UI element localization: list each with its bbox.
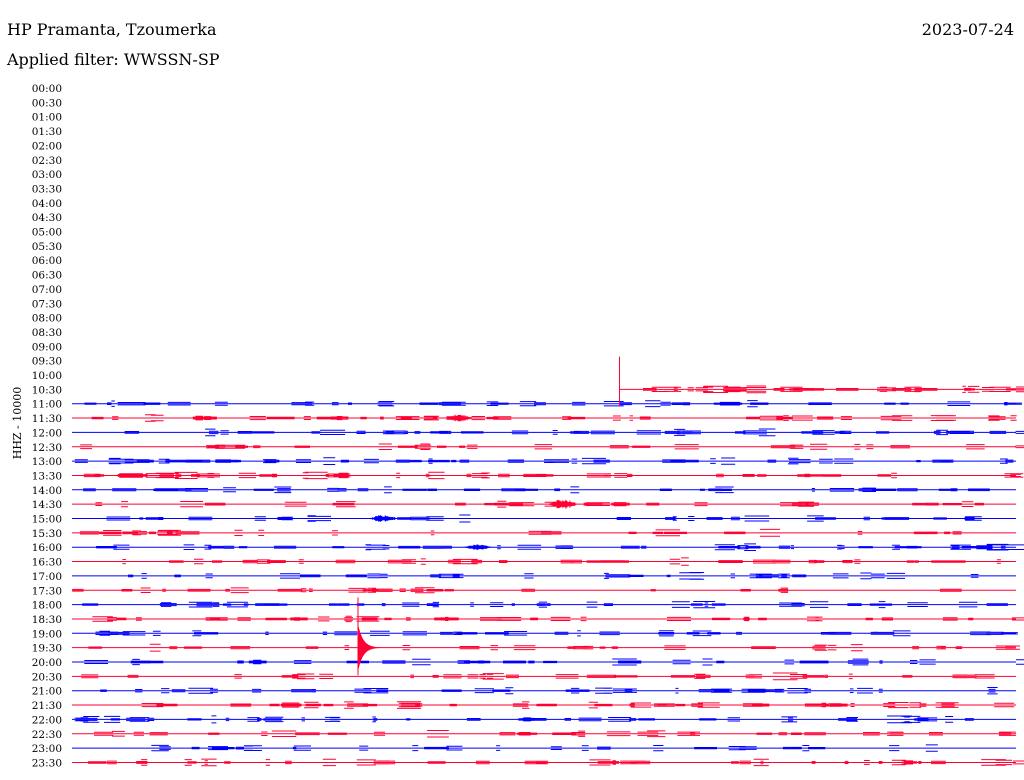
time-tick-1730: 17:30 — [32, 585, 62, 597]
time-tick-2300: 23:00 — [32, 743, 62, 755]
time-tick-0700: 07:00 — [32, 284, 62, 296]
event-earthquake-1 — [357, 597, 388, 676]
trace-noise-1330 — [83, 471, 1024, 480]
time-tick-1400: 14:00 — [32, 485, 62, 497]
time-tick-2030: 20:30 — [32, 671, 62, 683]
trace-noise-2300 — [151, 744, 938, 752]
trace-noise-2230 — [94, 730, 1016, 738]
trace-noise-1200 — [124, 428, 1024, 437]
event-burst-4 — [444, 414, 474, 422]
time-tick-1030: 10:30 — [32, 384, 62, 396]
trace-noise-1130 — [91, 414, 1017, 422]
trace-noise-1430 — [95, 500, 985, 508]
trace-noise-1730 — [72, 587, 962, 594]
time-tick-0500: 05:00 — [32, 227, 62, 239]
time-tick-1800: 18:00 — [32, 600, 62, 612]
time-tick-2000: 20:00 — [32, 657, 62, 669]
time-tick-0900: 09:00 — [32, 341, 62, 353]
trace-noise-1600 — [96, 543, 1024, 551]
trace-noise-1800 — [82, 601, 1008, 609]
time-tick-1500: 15:00 — [32, 514, 62, 526]
filter-label: Applied filter: WWSSN-SP — [7, 50, 220, 69]
time-tick-1230: 12:30 — [32, 442, 62, 454]
time-tick-1600: 16:00 — [32, 542, 62, 554]
trace-noise-2130 — [141, 701, 1015, 709]
trace-noise-1030 — [643, 385, 1024, 394]
time-tick-0000: 00:00 — [32, 83, 62, 95]
time-tick-1200: 12:00 — [32, 427, 62, 439]
station-title: HP Pramanta, Tzoumerka — [7, 20, 217, 39]
time-tick-0030: 00:30 — [32, 97, 62, 109]
trace-noise-1230 — [80, 443, 1024, 450]
time-tick-0530: 05:30 — [32, 241, 62, 253]
time-tick-1930: 19:30 — [32, 643, 62, 655]
time-tick-0600: 06:00 — [32, 255, 62, 267]
time-tick-2200: 22:00 — [32, 714, 62, 726]
trace-noise-1530 — [79, 528, 962, 537]
time-tick-1000: 10:00 — [32, 370, 62, 382]
trace-noise-2330 — [88, 758, 1024, 767]
time-tick-0100: 01:00 — [32, 112, 62, 124]
time-tick-1430: 14:30 — [32, 499, 62, 511]
time-tick-0300: 03:00 — [32, 169, 62, 181]
time-tick-1900: 19:00 — [32, 628, 62, 640]
trace-noise-1900 — [95, 630, 1018, 637]
trace-noise-1830 — [92, 615, 1024, 623]
time-tick-0330: 03:30 — [32, 183, 62, 195]
time-tick-0430: 04:30 — [32, 212, 62, 224]
event-burst-2 — [548, 499, 578, 509]
trace-noise-1400 — [83, 486, 990, 494]
time-tick-1700: 17:00 — [32, 571, 62, 583]
time-tick-1830: 18:30 — [32, 614, 62, 626]
trace-noise-1630 — [122, 557, 1001, 566]
trace-noise-1300 — [74, 457, 1014, 465]
time-tick-2230: 22:30 — [32, 729, 62, 741]
date-label: 2023-07-24 — [921, 20, 1014, 39]
time-tick-1530: 15:30 — [32, 528, 62, 540]
trace-noise-1700 — [128, 572, 979, 580]
time-tick-0930: 09:30 — [32, 356, 62, 368]
event-burst-3 — [369, 515, 398, 522]
seismic-traces — [72, 356, 1024, 767]
time-tick-2130: 21:30 — [32, 700, 62, 712]
trace-noise-2100 — [100, 687, 998, 695]
time-tick-0130: 01:30 — [32, 126, 62, 138]
time-tick-labels: 00:00 00:30 01:00 01:30 02:00 02:30 03:00 03:30… — [32, 83, 62, 769]
time-tick-1630: 16:30 — [32, 557, 62, 569]
event-burst-5 — [463, 544, 493, 550]
time-tick-1300: 13:00 — [32, 456, 62, 468]
time-tick-2100: 21:00 — [32, 686, 62, 698]
time-tick-1130: 11:30 — [32, 413, 62, 425]
time-tick-0230: 02:30 — [32, 155, 62, 167]
time-tick-1330: 13:30 — [32, 470, 62, 482]
trace-noise-1100 — [84, 400, 1022, 408]
trace-noise-2200 — [74, 715, 974, 724]
time-tick-0400: 04:00 — [32, 198, 62, 210]
time-tick-0630: 06:30 — [32, 270, 62, 282]
time-tick-2330: 23:30 — [32, 757, 62, 769]
time-tick-1100: 11:00 — [32, 399, 62, 411]
trace-noise-1500 — [106, 514, 982, 523]
trace-noise-1930 — [88, 643, 1020, 652]
time-tick-0730: 07:30 — [32, 298, 62, 310]
time-tick-0830: 08:30 — [32, 327, 62, 339]
time-tick-0800: 08:00 — [32, 313, 62, 325]
trace-noise-2030 — [81, 672, 995, 681]
time-tick-0200: 02:00 — [32, 140, 62, 152]
